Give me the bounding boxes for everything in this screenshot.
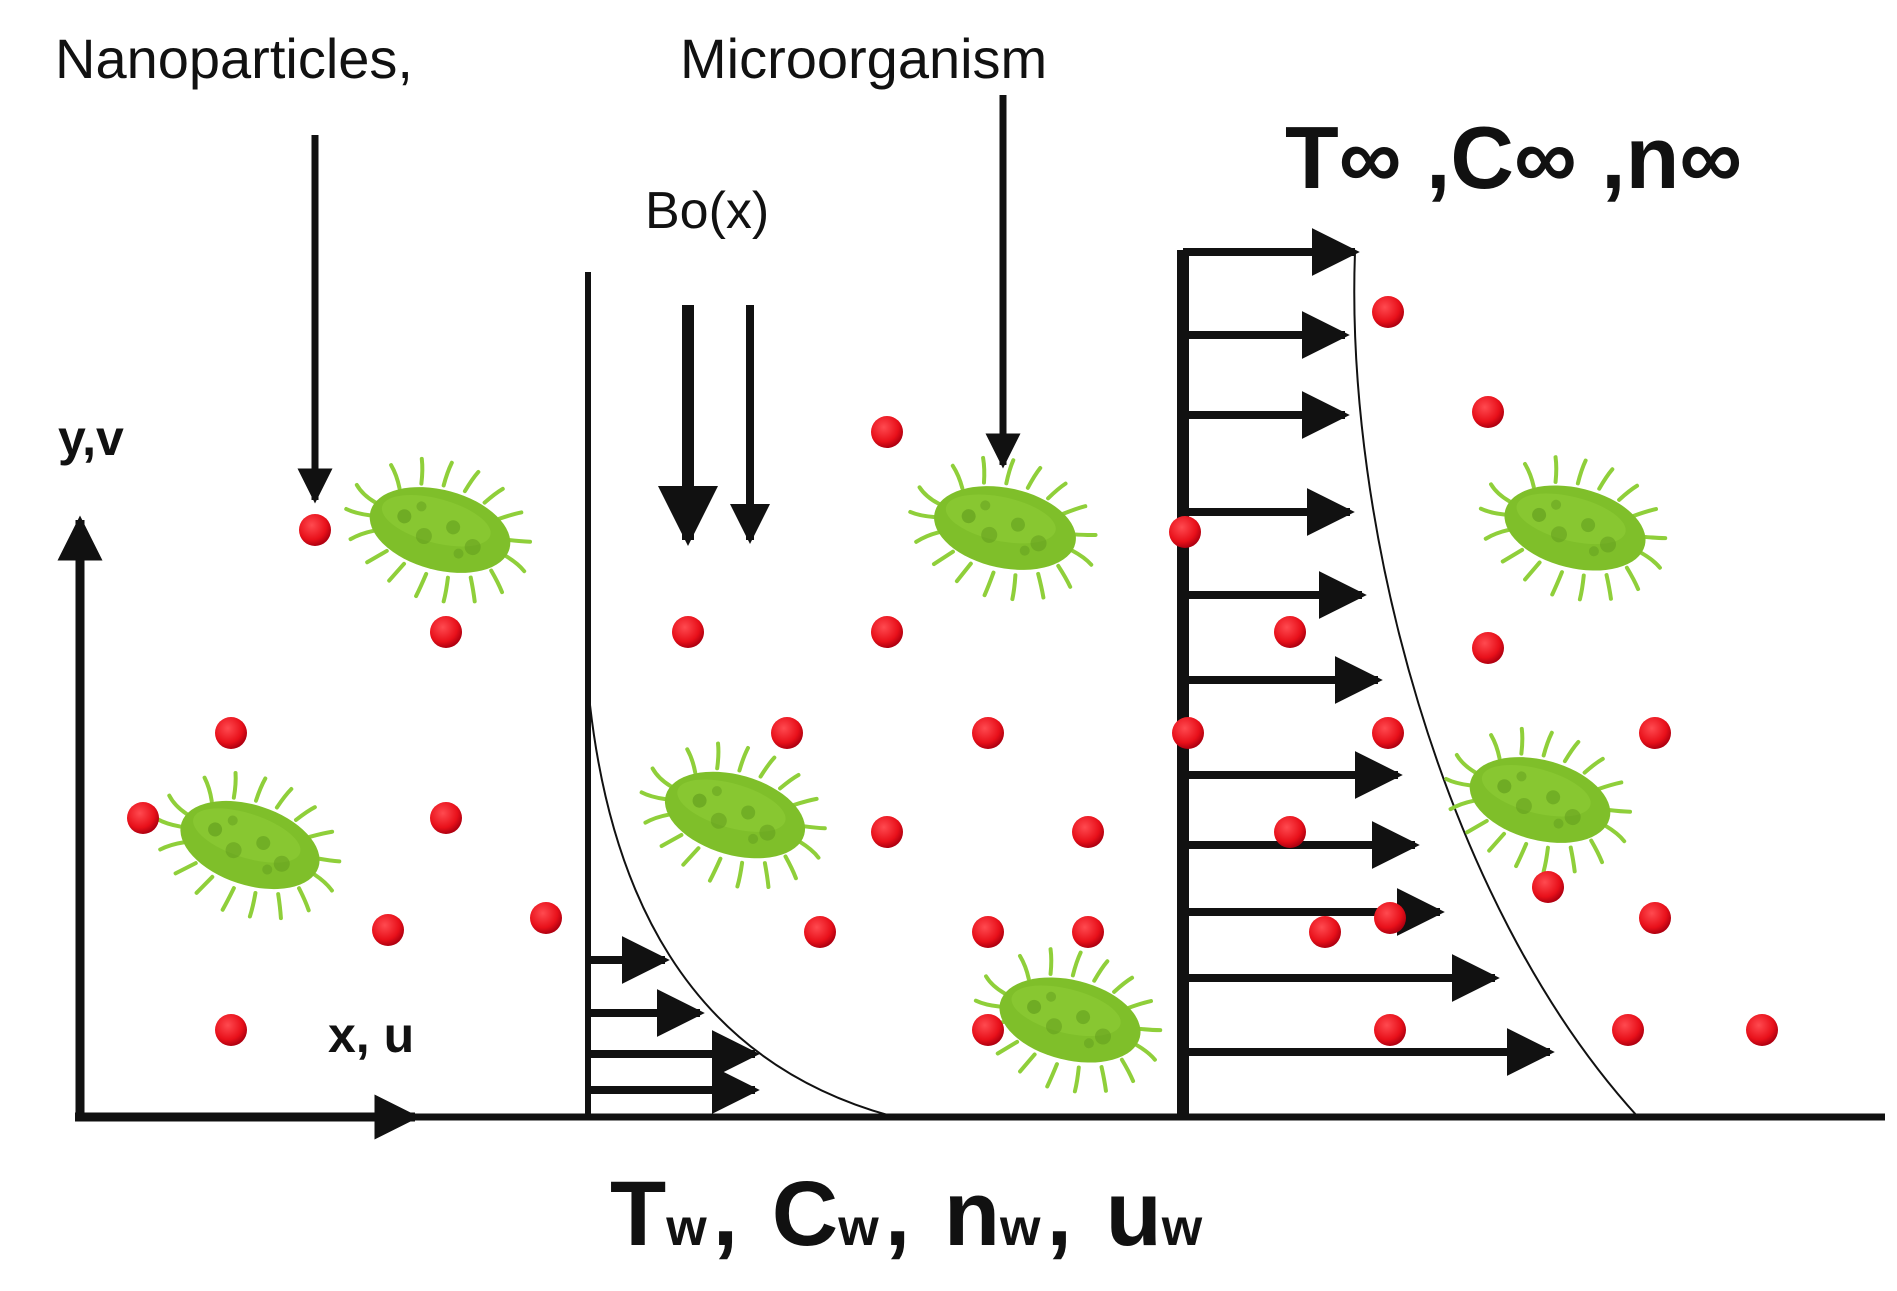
nanoparticle	[1612, 1014, 1644, 1046]
microorganism-icon	[894, 439, 1112, 618]
microorganism-icon	[621, 721, 845, 910]
boundary-layer-2-profile	[1353, 251, 1639, 1118]
nanoparticle	[215, 1014, 247, 1046]
nanoparticle	[1472, 632, 1504, 664]
wall-velocity: u	[1106, 1163, 1162, 1265]
wall-microorganism-density: n	[944, 1163, 1000, 1265]
nanoparticle	[1274, 616, 1306, 648]
nanoparticle	[372, 914, 404, 946]
nanoparticle	[972, 916, 1004, 948]
wall-concentration: C	[772, 1163, 838, 1265]
nanoparticle	[299, 514, 331, 546]
nanoparticle	[127, 802, 159, 834]
microorganism-icon	[327, 437, 549, 624]
nanoparticle	[430, 616, 462, 648]
nanoparticle	[804, 916, 836, 948]
y-axis-label: y,v	[58, 410, 124, 466]
wall-separator-3: ,	[1046, 1163, 1072, 1265]
microorganism-icon	[1462, 436, 1683, 621]
x-axis-label: x, u	[328, 1007, 414, 1063]
nanoparticle	[1372, 296, 1404, 328]
nanoparticle	[1532, 871, 1564, 903]
wall-separator-2: ,	[885, 1163, 911, 1265]
nanoparticle	[1639, 902, 1671, 934]
nanoparticle	[972, 1014, 1004, 1046]
wall-microorganism-subscript: w	[999, 1199, 1041, 1257]
nanoparticle	[430, 802, 462, 834]
ambient-conditions-label: T∞ ,C∞ ,n∞	[1285, 108, 1742, 207]
nanoparticle	[1374, 902, 1406, 934]
nanoparticles	[127, 296, 1778, 1046]
boundary-layer-1-velocity-arrows	[590, 936, 760, 1114]
nanoparticle	[1072, 816, 1104, 848]
nanoparticle	[771, 717, 803, 749]
wall-temperature: T	[610, 1163, 666, 1265]
wall-conditions-label: Tw, Cw, nw, uw	[610, 1163, 1203, 1265]
nanoparticle	[1169, 516, 1201, 548]
nanoparticle	[1274, 816, 1306, 848]
microorganism-icon	[1427, 707, 1649, 894]
wall-separator-1: ,	[713, 1163, 739, 1265]
nanoparticle	[1639, 717, 1671, 749]
nanoparticle	[1372, 717, 1404, 749]
nanoparticle	[215, 717, 247, 749]
nanoparticle	[672, 616, 704, 648]
wall-concentration-subscript: w	[837, 1199, 879, 1257]
nanoparticle	[871, 416, 903, 448]
nanoparticle	[1746, 1014, 1778, 1046]
nanoparticle	[1072, 916, 1104, 948]
magnetic-field-label: Bo(x)	[645, 182, 769, 240]
nanoparticle	[1374, 1014, 1406, 1046]
nanoparticle	[871, 816, 903, 848]
microorganism-label: Microorganism	[680, 27, 1047, 90]
nanoparticle	[530, 902, 562, 934]
nanoparticle	[1472, 396, 1504, 428]
microorganism-icon	[135, 748, 361, 943]
wall-velocity-subscript: w	[1161, 1199, 1203, 1257]
wall-temperature-subscript: w	[665, 1199, 707, 1257]
nanoparticles-label: Nanoparticles,	[55, 27, 413, 90]
nanoparticle	[972, 717, 1004, 749]
nanoparticle	[871, 616, 903, 648]
nanoparticle	[1309, 916, 1341, 948]
nanoparticle	[1172, 717, 1204, 749]
